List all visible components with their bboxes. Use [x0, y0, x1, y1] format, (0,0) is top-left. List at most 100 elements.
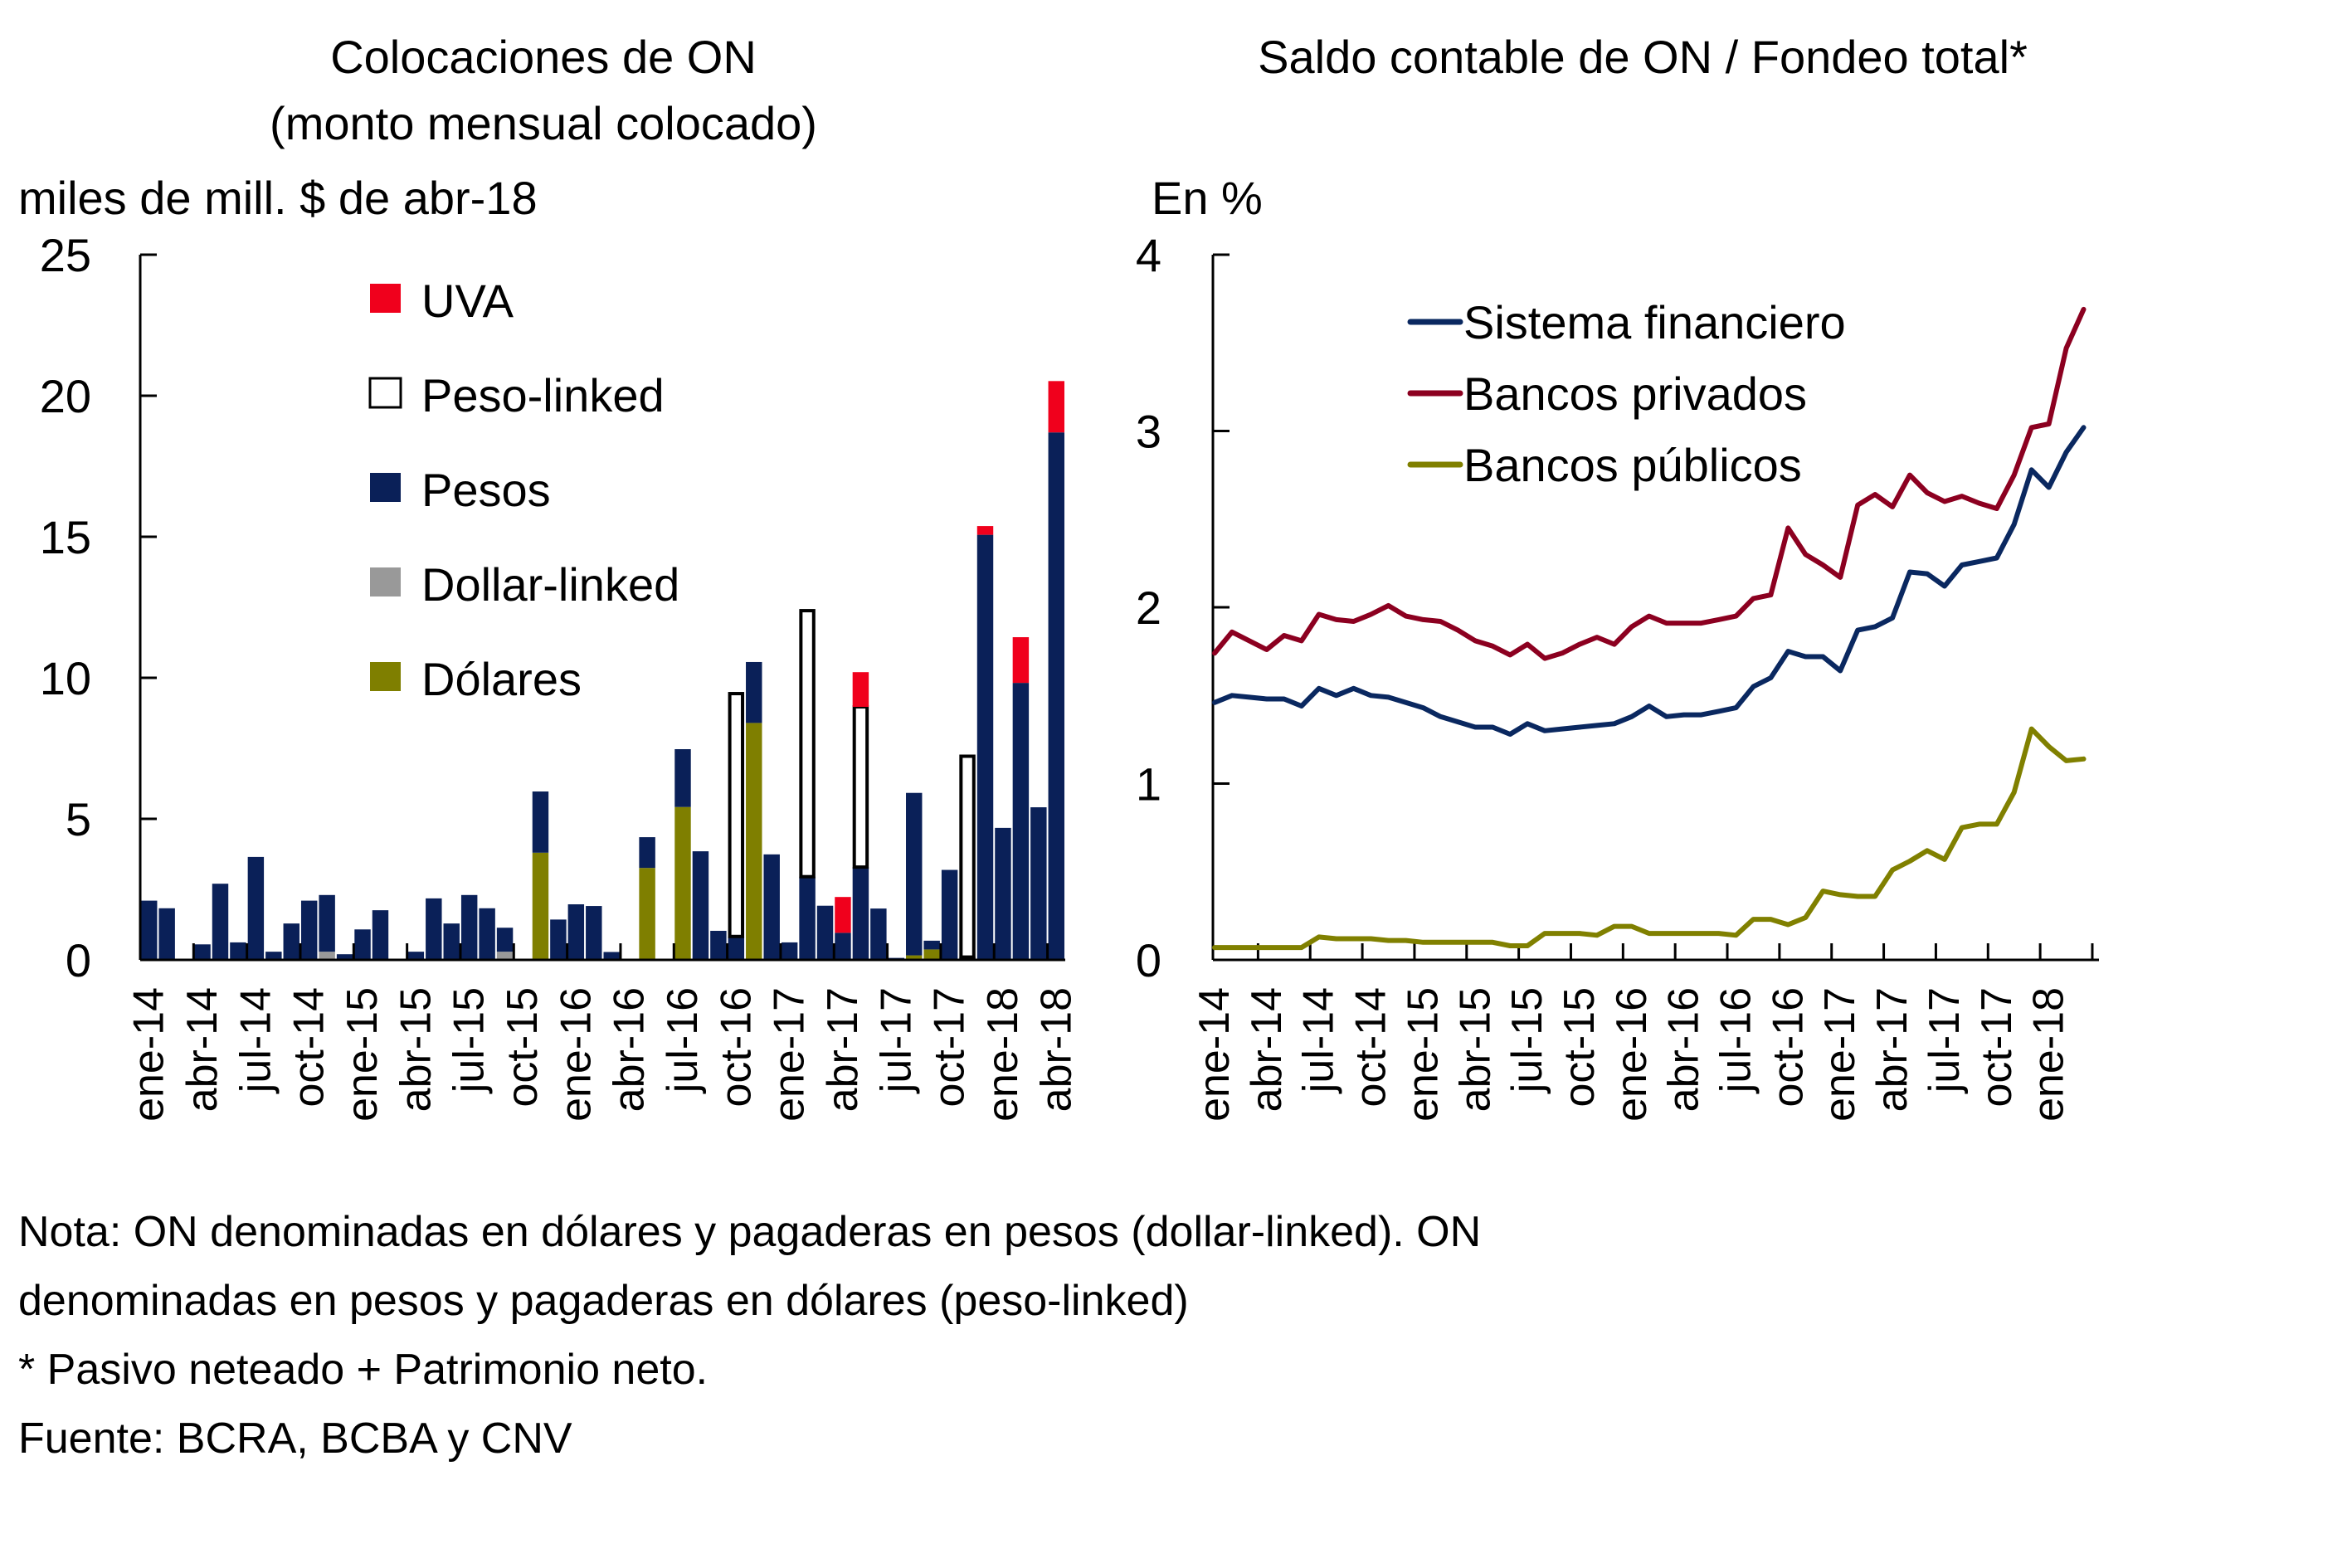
bar-chart-subtitle: (monto mensual colocado) [270, 97, 817, 149]
bar-pesos-mar-17 [816, 905, 834, 960]
bar-uva-may-17 [852, 672, 869, 708]
bar-pesos-abr-15 [407, 952, 425, 960]
source-note: Fuente: BCRA, BCBA y CNV [18, 1415, 572, 1463]
line-x-tick-label: oct-14 [1347, 987, 1395, 1108]
bar-x-tick-label: abr-18 [1032, 987, 1080, 1112]
bar-dolares-may-16 [639, 868, 655, 960]
line-x-tick-label: oct-15 [1556, 987, 1604, 1108]
bar-x-tick-label: ene-16 [552, 987, 600, 1122]
bar-peso-linked-may-17 [852, 705, 869, 869]
note-line-1: Nota: ON denominadas en dólares y pagade… [18, 1208, 1481, 1256]
bar-pesos-may-16 [639, 837, 655, 869]
bar-uva-dic-17 [976, 526, 994, 535]
bar-pesos-may-14 [212, 884, 229, 960]
bar-peso-linked-feb-17 [799, 609, 816, 879]
bar-x-tick-label: oct-15 [499, 987, 547, 1108]
line-x-tick-label: oct-17 [1973, 987, 2021, 1108]
bar-pesos-jun-14 [230, 942, 246, 960]
bar-x-tick-label: jul-17 [872, 987, 920, 1094]
bar-dolares-jul-16 [674, 806, 691, 960]
legend-swatch-dolares [370, 662, 401, 691]
bar-x-tick-label: ene-14 [125, 987, 173, 1122]
legend-swatch-peso-linked [368, 377, 402, 409]
legend-label-peso-linked: Peso-linked [421, 369, 665, 421]
bar-pesos-may-17 [852, 867, 869, 960]
bar-y-tick-label: 20 [40, 370, 91, 422]
line-x-tick-label: ene-14 [1191, 987, 1239, 1122]
bar-pesos-ago-15 [479, 908, 495, 960]
bar-pesos-jun-17 [870, 908, 887, 960]
bar-pesos-feb-15 [372, 910, 389, 960]
line-x-tick-label: abr-14 [1243, 987, 1291, 1112]
bar-uva-feb-18 [1012, 637, 1030, 684]
bar-pesos-feb-18 [1012, 683, 1030, 960]
bar-pesos-abr-18 [1048, 432, 1064, 960]
line-y-tick-label: 2 [1136, 582, 1161, 634]
legend-label-pesos: Pesos [421, 464, 551, 516]
bar-pesos-feb-14 [158, 908, 175, 960]
line-x-tick-label: jul-17 [1921, 987, 1969, 1094]
bar-pesos-dic-14 [336, 954, 353, 960]
line-series-bancos-publicos [1212, 726, 2087, 951]
bar-pesos-ene-16 [567, 904, 585, 960]
bar-uva-abr-18 [1048, 381, 1064, 433]
line-x-tick-label: abr-15 [1451, 987, 1499, 1112]
line-x-tick-label: oct-16 [1764, 987, 1812, 1108]
bar-pesos-abr-14 [194, 944, 211, 960]
line-x-tick-label: abr-16 [1660, 987, 1708, 1112]
bar-pesos-dic-16 [763, 854, 780, 960]
bar-uva-abr-17 [835, 897, 851, 933]
bar-pesos-nov-14 [319, 894, 335, 952]
bar-pesos-dic-17 [976, 534, 994, 960]
legend-label-uva: UVA [421, 275, 514, 327]
bar-pesos-nov-16 [746, 661, 762, 723]
line-x-tick-label: jul-16 [1712, 987, 1760, 1094]
line-y-tick-label: 3 [1136, 406, 1161, 458]
legend-label-dolares: Dólares [421, 653, 582, 705]
bar-x-tick-label: oct-16 [712, 987, 760, 1108]
bar-dollar-linked-nov-14 [319, 952, 335, 960]
line-chart-title: Saldo contable de ON / Fondeo total* [1258, 31, 2028, 83]
bar-x-tick-label: oct-17 [926, 987, 974, 1108]
bar-pesos-ago-14 [265, 952, 282, 960]
line-x-tick-label: ene-15 [1399, 987, 1447, 1122]
bar-x-tick-label: ene-17 [766, 987, 814, 1122]
line-y-tick-label: 1 [1136, 758, 1161, 811]
note-footnote: * Pasivo neteado + Patrimonio neto. [18, 1346, 708, 1394]
bar-y-tick-label: 5 [66, 793, 91, 845]
bar-pesos-sep-17 [923, 940, 940, 950]
line-x-tick-label: jul-15 [1503, 987, 1551, 1094]
line-x-tick-label: ene-16 [1608, 987, 1656, 1122]
bar-y-tick-label: 0 [66, 934, 91, 986]
bar-x-tick-label: abr-17 [819, 987, 867, 1112]
notes: Nota: ON denominadas en dólares y pagade… [18, 1208, 1481, 1463]
bar-y-tick-label: 15 [40, 511, 91, 563]
bar-pesos-ago-16 [692, 851, 709, 960]
line-x-tick-label: ene-18 [2025, 987, 2073, 1122]
bar-x-tick-label: abr-14 [178, 987, 226, 1112]
bar-x-tick-label: abr-15 [392, 987, 440, 1112]
legend-swatch-uva [370, 284, 401, 313]
bar-pesos-oct-16 [728, 936, 745, 960]
bar-pesos-mar-18 [1030, 807, 1047, 960]
line-x-tick-label: jul-14 [1295, 987, 1343, 1094]
line-series-bancos-privados [1212, 306, 2087, 661]
bar-pesos-ene-17 [781, 942, 798, 960]
bar-dolares-nov-15 [532, 852, 549, 960]
bar-dolares-sep-17 [923, 949, 940, 960]
bar-y-tick-label: 10 [40, 652, 91, 704]
legend-label-sistema-financiero: Sistema financiero [1463, 296, 1846, 348]
bar-pesos-oct-17 [941, 869, 958, 960]
legend-label-dollar-linked: Dollar-linked [421, 558, 679, 611]
bar-pesos-may-15 [426, 898, 442, 960]
line-x-tick-label: abr-17 [1868, 987, 1916, 1112]
bar-pesos-jul-16 [674, 749, 691, 807]
bar-pesos-sep-15 [496, 928, 514, 952]
bar-x-tick-label: jul-16 [659, 987, 707, 1094]
bar-x-tick-label: ene-18 [979, 987, 1027, 1122]
line-series-sistema-financiero [1212, 425, 2087, 737]
legend-label-bancos-publicos: Bancos públicos [1463, 439, 1802, 491]
bar-peso-linked-oct-16 [728, 692, 745, 938]
